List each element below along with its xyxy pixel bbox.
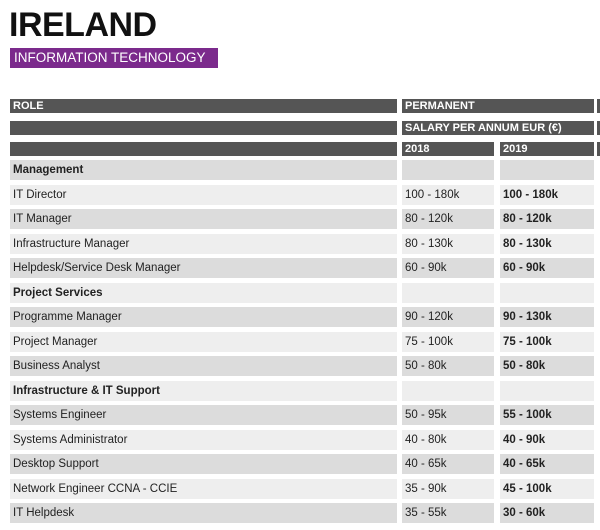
empty-cell [402, 380, 494, 401]
title: IRELAND [9, 6, 157, 44]
salary-2018: 40 - 80k [402, 429, 494, 450]
header-edge [597, 121, 600, 135]
salary-2019: 80 - 130k [500, 233, 594, 254]
header-bar [10, 121, 397, 135]
salary-2018: 35 - 90k [402, 478, 494, 499]
group-header: PERMANENT [402, 99, 594, 113]
salary-2018: 50 - 80k [402, 356, 494, 376]
salary-2018: 75 - 100k [402, 331, 494, 352]
role-cell: Desktop Support [10, 454, 397, 474]
salary-2018: 60 - 90k [402, 258, 494, 278]
role-cell: IT Helpdesk [10, 503, 397, 523]
salary-2018: 80 - 120k [402, 209, 494, 229]
salary-2019: 30 - 60k [500, 503, 594, 523]
role-cell: Helpdesk/Service Desk Manager [10, 258, 397, 278]
role-cell: IT Director [10, 184, 397, 205]
salary-2019: 40 - 65k [500, 454, 594, 474]
header-bar [10, 142, 397, 156]
salary-2018: 100 - 180k [402, 184, 494, 205]
empty-cell [402, 160, 494, 180]
header-edge [597, 99, 600, 113]
role-cell: Programme Manager [10, 307, 397, 327]
salary-2018: 35 - 55k [402, 503, 494, 523]
role-header: ROLE [10, 99, 397, 113]
year-header: 2019 [500, 142, 594, 156]
empty-cell [402, 282, 494, 303]
section-label: Infrastructure & IT Support [10, 380, 397, 401]
salary-2019: 55 - 100k [500, 405, 594, 425]
salary-2019: 50 - 80k [500, 356, 594, 376]
salary-2019: 60 - 90k [500, 258, 594, 278]
empty-cell [500, 380, 594, 401]
section-label: Project Services [10, 282, 397, 303]
salary-2019: 80 - 120k [500, 209, 594, 229]
unit-header: SALARY PER ANNUM EUR (€) [402, 121, 594, 135]
salary-2018: 40 - 65k [402, 454, 494, 474]
salary-2019: 40 - 90k [500, 429, 594, 450]
section-label: Management [10, 160, 397, 180]
salary-2019: 90 - 130k [500, 307, 594, 327]
salary-2019: 100 - 180k [500, 184, 594, 205]
role-cell: Systems Engineer [10, 405, 397, 425]
role-cell: Project Manager [10, 331, 397, 352]
empty-cell [500, 160, 594, 180]
empty-cell [500, 282, 594, 303]
salary-2018: 90 - 120k [402, 307, 494, 327]
salary-2019: 75 - 100k [500, 331, 594, 352]
role-cell: Network Engineer CCNA - CCIE [10, 478, 397, 499]
role-cell: Systems Administrator [10, 429, 397, 450]
role-cell: Business Analyst [10, 356, 397, 376]
salary-2019: 45 - 100k [500, 478, 594, 499]
subtitle: INFORMATION TECHNOLOGY [10, 48, 218, 68]
salary-2018: 50 - 95k [402, 405, 494, 425]
role-cell: Infrastructure Manager [10, 233, 397, 254]
salary-2018: 80 - 130k [402, 233, 494, 254]
role-cell: IT Manager [10, 209, 397, 229]
year-header: 2018 [402, 142, 494, 156]
header-edge [597, 142, 600, 156]
